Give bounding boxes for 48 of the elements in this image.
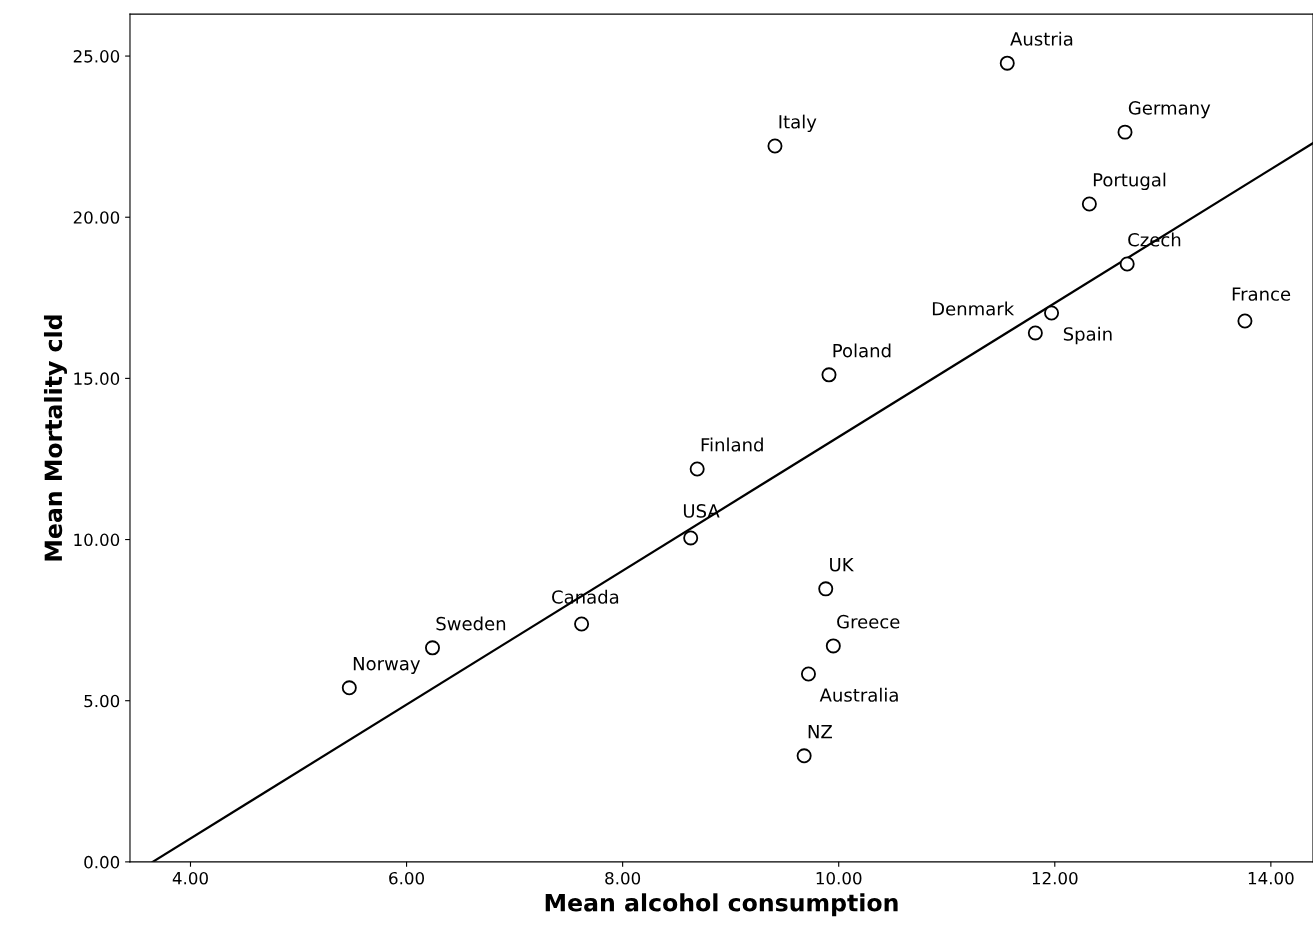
annotation: Germany bbox=[1128, 101, 1211, 119]
annotation: Portugal bbox=[1093, 172, 1166, 191]
x-tick-label: 8.00 bbox=[605, 871, 641, 885]
point bbox=[574, 616, 590, 632]
annotation: Norway bbox=[353, 657, 421, 674]
x-axis-title: Mean alcohol consumption bbox=[545, 893, 898, 917]
annotation: Denmark bbox=[932, 301, 1015, 316]
point bbox=[767, 138, 783, 154]
point bbox=[424, 640, 440, 656]
annotation: Poland bbox=[833, 343, 891, 358]
y-tick-label: 5.00 bbox=[84, 694, 120, 708]
annotation: USA bbox=[683, 504, 720, 518]
annotation: Spain bbox=[1063, 326, 1112, 345]
point bbox=[821, 367, 837, 383]
point bbox=[796, 748, 812, 764]
annotation: NZ bbox=[808, 725, 832, 739]
point bbox=[1027, 325, 1043, 341]
point bbox=[1117, 124, 1133, 140]
point bbox=[1044, 305, 1060, 321]
point bbox=[689, 461, 705, 477]
annotation: France bbox=[1232, 287, 1291, 301]
y-tick-label: 15.00 bbox=[74, 372, 120, 385]
annotation: Italy bbox=[779, 114, 817, 133]
x-tick-label: 4.00 bbox=[172, 871, 208, 885]
x-tick-label: 14.00 bbox=[1248, 871, 1294, 885]
annotation: Finland bbox=[701, 437, 763, 452]
point bbox=[1237, 313, 1253, 329]
point bbox=[1081, 196, 1097, 212]
point bbox=[825, 638, 841, 654]
annotation: UK bbox=[830, 558, 854, 572]
point bbox=[800, 666, 816, 682]
x-tick-label: 12.00 bbox=[1032, 871, 1078, 885]
y-tick-label: 10.00 bbox=[74, 533, 120, 547]
x-tick-label: 10.00 bbox=[816, 871, 862, 885]
point bbox=[818, 581, 834, 597]
point bbox=[1119, 256, 1135, 272]
point bbox=[341, 680, 357, 696]
point bbox=[999, 55, 1015, 71]
point bbox=[683, 530, 699, 546]
annotation: Austria bbox=[1010, 31, 1073, 46]
annotation: Australia bbox=[819, 687, 898, 702]
x-tick-label: 6.00 bbox=[389, 871, 425, 885]
y-axis-title: Mean Mortality cld bbox=[43, 315, 67, 561]
annotation: Greece bbox=[837, 614, 900, 629]
y-tick-label: 0.00 bbox=[84, 855, 120, 869]
annotation: Sweden bbox=[436, 616, 506, 631]
y-tick-label: 25.00 bbox=[73, 50, 120, 63]
y-tick-label: 20.00 bbox=[73, 211, 120, 224]
